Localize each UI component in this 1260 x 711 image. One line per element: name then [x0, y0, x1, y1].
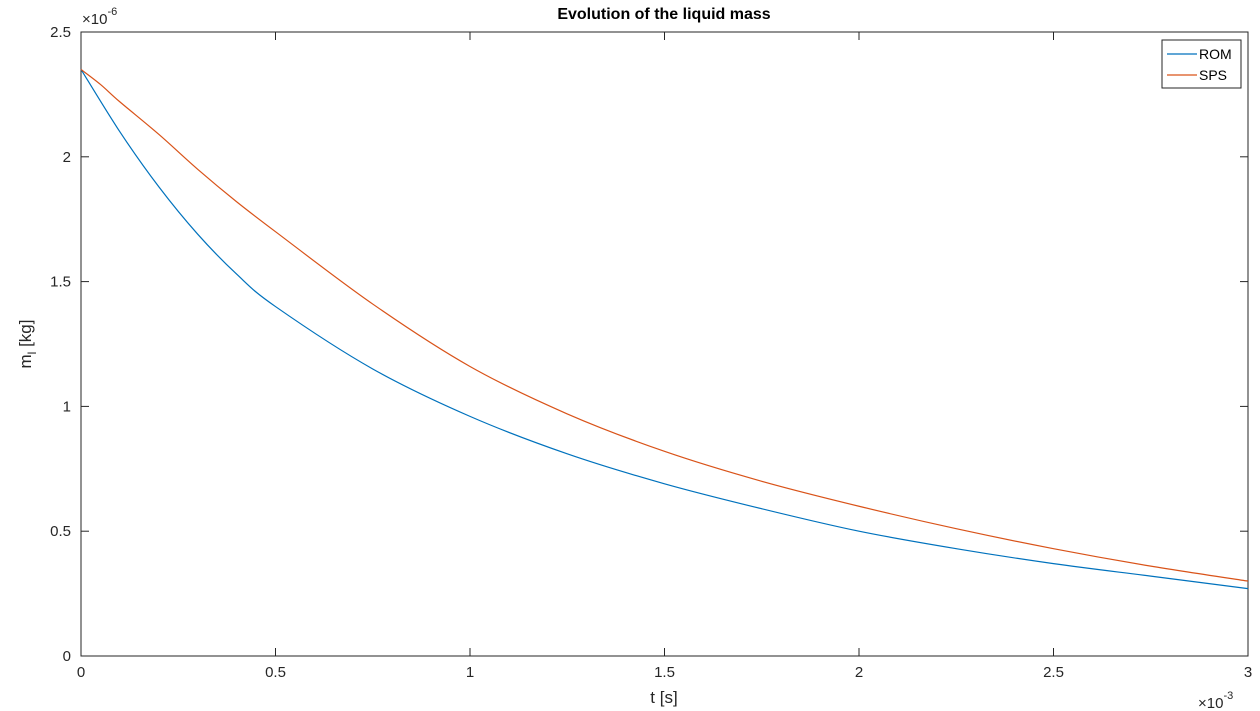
y-exponent: ×10-6 [82, 6, 117, 28]
x-exponent: ×10-3 [1198, 690, 1233, 711]
svg-text:ml [kg]: ml [kg] [16, 320, 39, 369]
x-tick-label: 1.5 [654, 664, 675, 681]
series-group [80, 68, 1249, 590]
legend-entry-sps: SPS [1199, 67, 1227, 83]
plot-area-box [80, 31, 1249, 657]
chart-title: Evolution of the liquid mass [557, 6, 770, 23]
x-tick-label: 1 [466, 664, 474, 681]
y-tick-label: 0.5 [50, 523, 71, 540]
y-axis-label-main: m [16, 354, 35, 368]
y-axis-label: ml [kg] [16, 320, 39, 369]
svg-text:×10-6: ×10-6 [82, 6, 117, 28]
y-exponent-base: 10 [91, 11, 108, 28]
x-axis-label: t [s] [650, 688, 677, 707]
axes-group [80, 31, 1249, 657]
y-tick-label: 2.5 [50, 24, 71, 41]
y-axis-label-unit: [kg] [16, 320, 35, 352]
ticks-group: 0 0.5 1 1.5 2 2.5 3 0 0.5 1 1.5 2 2.5 [50, 24, 1252, 681]
x-tick-label: 2.5 [1043, 664, 1064, 681]
x-tick-label: 0 [77, 664, 85, 681]
y-tick-label: 1.5 [50, 274, 71, 291]
legend: ROM SPS [1161, 39, 1242, 89]
legend-entry-rom: ROM [1199, 46, 1232, 62]
x-tick-label: 3 [1244, 664, 1252, 681]
y-tick-label: 2 [63, 149, 71, 166]
x-tick-label: 2 [855, 664, 863, 681]
series-line-rom [80, 69, 1249, 590]
y-tick-label: 1 [63, 398, 71, 415]
y-tick-label: 0 [63, 648, 71, 665]
y-axis-label-sub: l [25, 352, 39, 355]
x-exponent-power: -3 [1223, 690, 1233, 702]
x-tick-label: 0.5 [265, 664, 286, 681]
legend-box [1161, 39, 1242, 89]
y-exponent-power: -6 [107, 6, 117, 18]
x-exponent-base: 10 [1207, 695, 1224, 711]
svg-text:×10-3: ×10-3 [1198, 690, 1233, 711]
series-line-sps [80, 68, 1249, 582]
